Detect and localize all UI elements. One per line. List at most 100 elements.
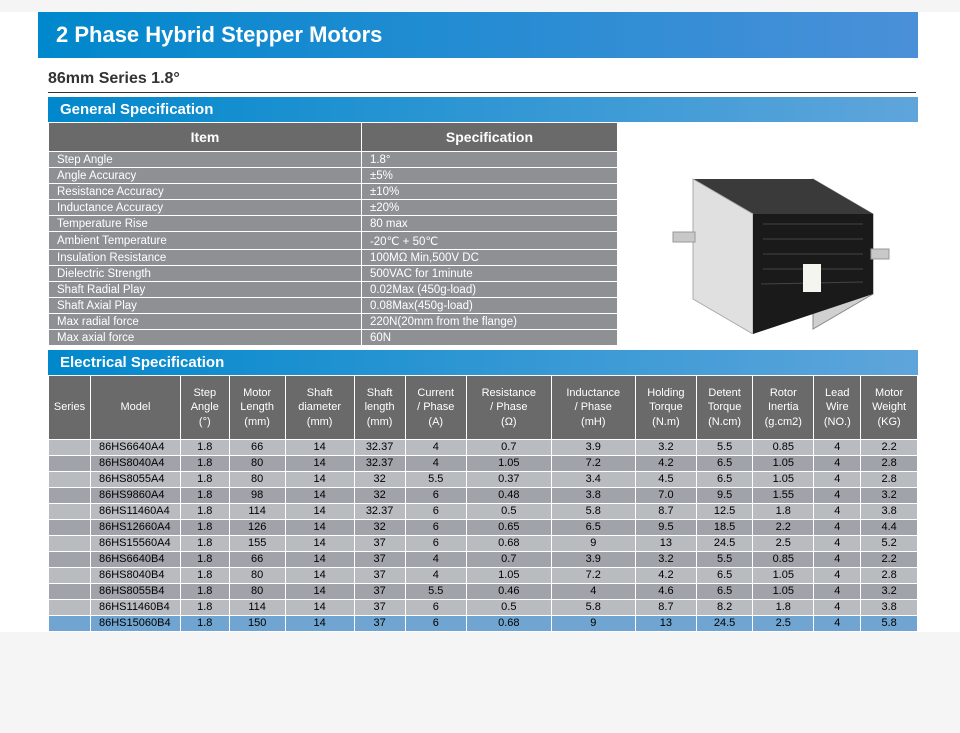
gen-spec-item: Temperature Rise <box>49 216 362 232</box>
elec-value-cell: 8.2 <box>697 599 753 615</box>
gen-spec-row: Temperature Rise80 max <box>49 216 618 232</box>
elec-value-cell: 3.2 <box>635 439 696 455</box>
elec-value-cell: 4.5 <box>635 471 696 487</box>
elec-value-cell: 4.2 <box>635 455 696 471</box>
elec-value-cell: 80 <box>229 471 285 487</box>
elec-model-cell: 86HS12660A4 <box>91 519 181 535</box>
elec-value-cell: 1.8 <box>181 503 230 519</box>
elec-value-cell: 32.37 <box>354 439 405 455</box>
elec-header: RotorInertia(g.cm2) <box>753 376 814 440</box>
elec-row: 86HS6640A41.8661432.3740.73.93.25.50.854… <box>49 439 918 455</box>
elec-value-cell: 3.9 <box>551 439 635 455</box>
elec-series-cell <box>49 455 91 471</box>
elec-value-cell: 114 <box>229 599 285 615</box>
elec-value-cell: 2.5 <box>753 535 814 551</box>
elec-value-cell: 5.2 <box>861 535 918 551</box>
elec-value-cell: 0.7 <box>466 551 551 567</box>
elec-value-cell: 14 <box>285 599 354 615</box>
elec-header: Inductance/ Phase(mH) <box>551 376 635 440</box>
elec-row: 86HS11460B41.8114143760.55.88.78.21.843.… <box>49 599 918 615</box>
elec-row: 86HS15060B41.8150143760.6891324.52.545.8 <box>49 615 918 631</box>
elec-value-cell: 1.8 <box>753 599 814 615</box>
elec-value-cell: 1.05 <box>753 455 814 471</box>
electrical-spec-title: Electrical Specification <box>48 350 918 375</box>
elec-model-cell: 86HS15560A4 <box>91 535 181 551</box>
motor-image <box>618 122 918 346</box>
elec-value-cell: 2.2 <box>861 551 918 567</box>
elec-value-cell: 4 <box>814 615 861 631</box>
gen-spec-value: 500VAC for 1minute <box>361 266 617 282</box>
elec-value-cell: 4.4 <box>861 519 918 535</box>
gen-spec-item: Max axial force <box>49 330 362 346</box>
elec-value-cell: 12.5 <box>697 503 753 519</box>
elec-value-cell: 13 <box>635 615 696 631</box>
elec-value-cell: 150 <box>229 615 285 631</box>
elec-series-cell <box>49 471 91 487</box>
elec-model-cell: 86HS8055A4 <box>91 471 181 487</box>
elec-value-cell: 4 <box>814 471 861 487</box>
elec-value-cell: 114 <box>229 503 285 519</box>
elec-value-cell: 2.8 <box>861 471 918 487</box>
elec-value-cell: 1.55 <box>753 487 814 503</box>
elec-model-cell: 86HS6640B4 <box>91 551 181 567</box>
elec-value-cell: 14 <box>285 439 354 455</box>
elec-value-cell: 24.5 <box>697 615 753 631</box>
gen-spec-item: Shaft Radial Play <box>49 282 362 298</box>
elec-series-cell <box>49 615 91 631</box>
elec-value-cell: 1.05 <box>466 455 551 471</box>
elec-value-cell: 14 <box>285 615 354 631</box>
elec-row: 86HS8040A41.8801432.3741.057.24.26.51.05… <box>49 455 918 471</box>
gen-spec-item: Inductance Accuracy <box>49 200 362 216</box>
gen-spec-value: ±10% <box>361 184 617 200</box>
elec-value-cell: 32 <box>354 487 405 503</box>
elec-model-cell: 86HS11460B4 <box>91 599 181 615</box>
elec-value-cell: 66 <box>229 439 285 455</box>
gen-spec-row: Shaft Axial Play0.08Max(450g-load) <box>49 298 618 314</box>
elec-value-cell: 6 <box>405 615 466 631</box>
elec-value-cell: 0.7 <box>466 439 551 455</box>
elec-value-cell: 1.8 <box>181 439 230 455</box>
elec-value-cell: 5.5 <box>697 551 753 567</box>
subtitle: 86mm Series 1.8° <box>48 66 916 93</box>
elec-value-cell: 3.9 <box>551 551 635 567</box>
gen-spec-item: Dielectric Strength <box>49 266 362 282</box>
elec-value-cell: 6 <box>405 535 466 551</box>
elec-row: 86HS8055A41.88014325.50.373.44.56.51.054… <box>49 471 918 487</box>
elec-value-cell: 37 <box>354 551 405 567</box>
elec-row: 86HS8055B41.88014375.50.4644.66.51.0543.… <box>49 583 918 599</box>
elec-value-cell: 6 <box>405 599 466 615</box>
elec-row: 86HS8040B41.880143741.057.24.26.51.0542.… <box>49 567 918 583</box>
elec-value-cell: 2.5 <box>753 615 814 631</box>
elec-header: Shaftlength(mm) <box>354 376 405 440</box>
elec-value-cell: 5.5 <box>405 471 466 487</box>
elec-value-cell: 9 <box>551 535 635 551</box>
elec-value-cell: 1.8 <box>181 471 230 487</box>
elec-model-cell: 86HS15060B4 <box>91 615 181 631</box>
elec-model-cell: 86HS11460A4 <box>91 503 181 519</box>
elec-value-cell: 37 <box>354 583 405 599</box>
elec-model-cell: 86HS8040B4 <box>91 567 181 583</box>
elec-value-cell: 37 <box>354 599 405 615</box>
elec-value-cell: 4 <box>405 455 466 471</box>
gen-spec-row: Shaft Radial Play0.02Max (450g-load) <box>49 282 618 298</box>
gen-spec-item: Step Angle <box>49 152 362 168</box>
elec-model-cell: 86HS9860A4 <box>91 487 181 503</box>
elec-row: 86HS15560A41.8155143760.6891324.52.545.2 <box>49 535 918 551</box>
elec-value-cell: 9.5 <box>635 519 696 535</box>
gen-spec-value: ±20% <box>361 200 617 216</box>
elec-value-cell: 14 <box>285 567 354 583</box>
elec-series-cell <box>49 583 91 599</box>
elec-value-cell: 14 <box>285 535 354 551</box>
gen-spec-row: Max axial force60N <box>49 330 618 346</box>
gen-spec-header-item: Item <box>49 123 362 152</box>
elec-value-cell: 98 <box>229 487 285 503</box>
elec-value-cell: 4.2 <box>635 567 696 583</box>
gen-spec-value: ±5% <box>361 168 617 184</box>
elec-header: Current/ Phase(A) <box>405 376 466 440</box>
elec-header: LeadWire(NO.) <box>814 376 861 440</box>
elec-value-cell: 0.68 <box>466 615 551 631</box>
elec-value-cell: 4 <box>814 519 861 535</box>
elec-row: 86HS12660A41.8126143260.656.59.518.52.24… <box>49 519 918 535</box>
elec-header: HoldingTorque(N.m) <box>635 376 696 440</box>
elec-value-cell: 126 <box>229 519 285 535</box>
